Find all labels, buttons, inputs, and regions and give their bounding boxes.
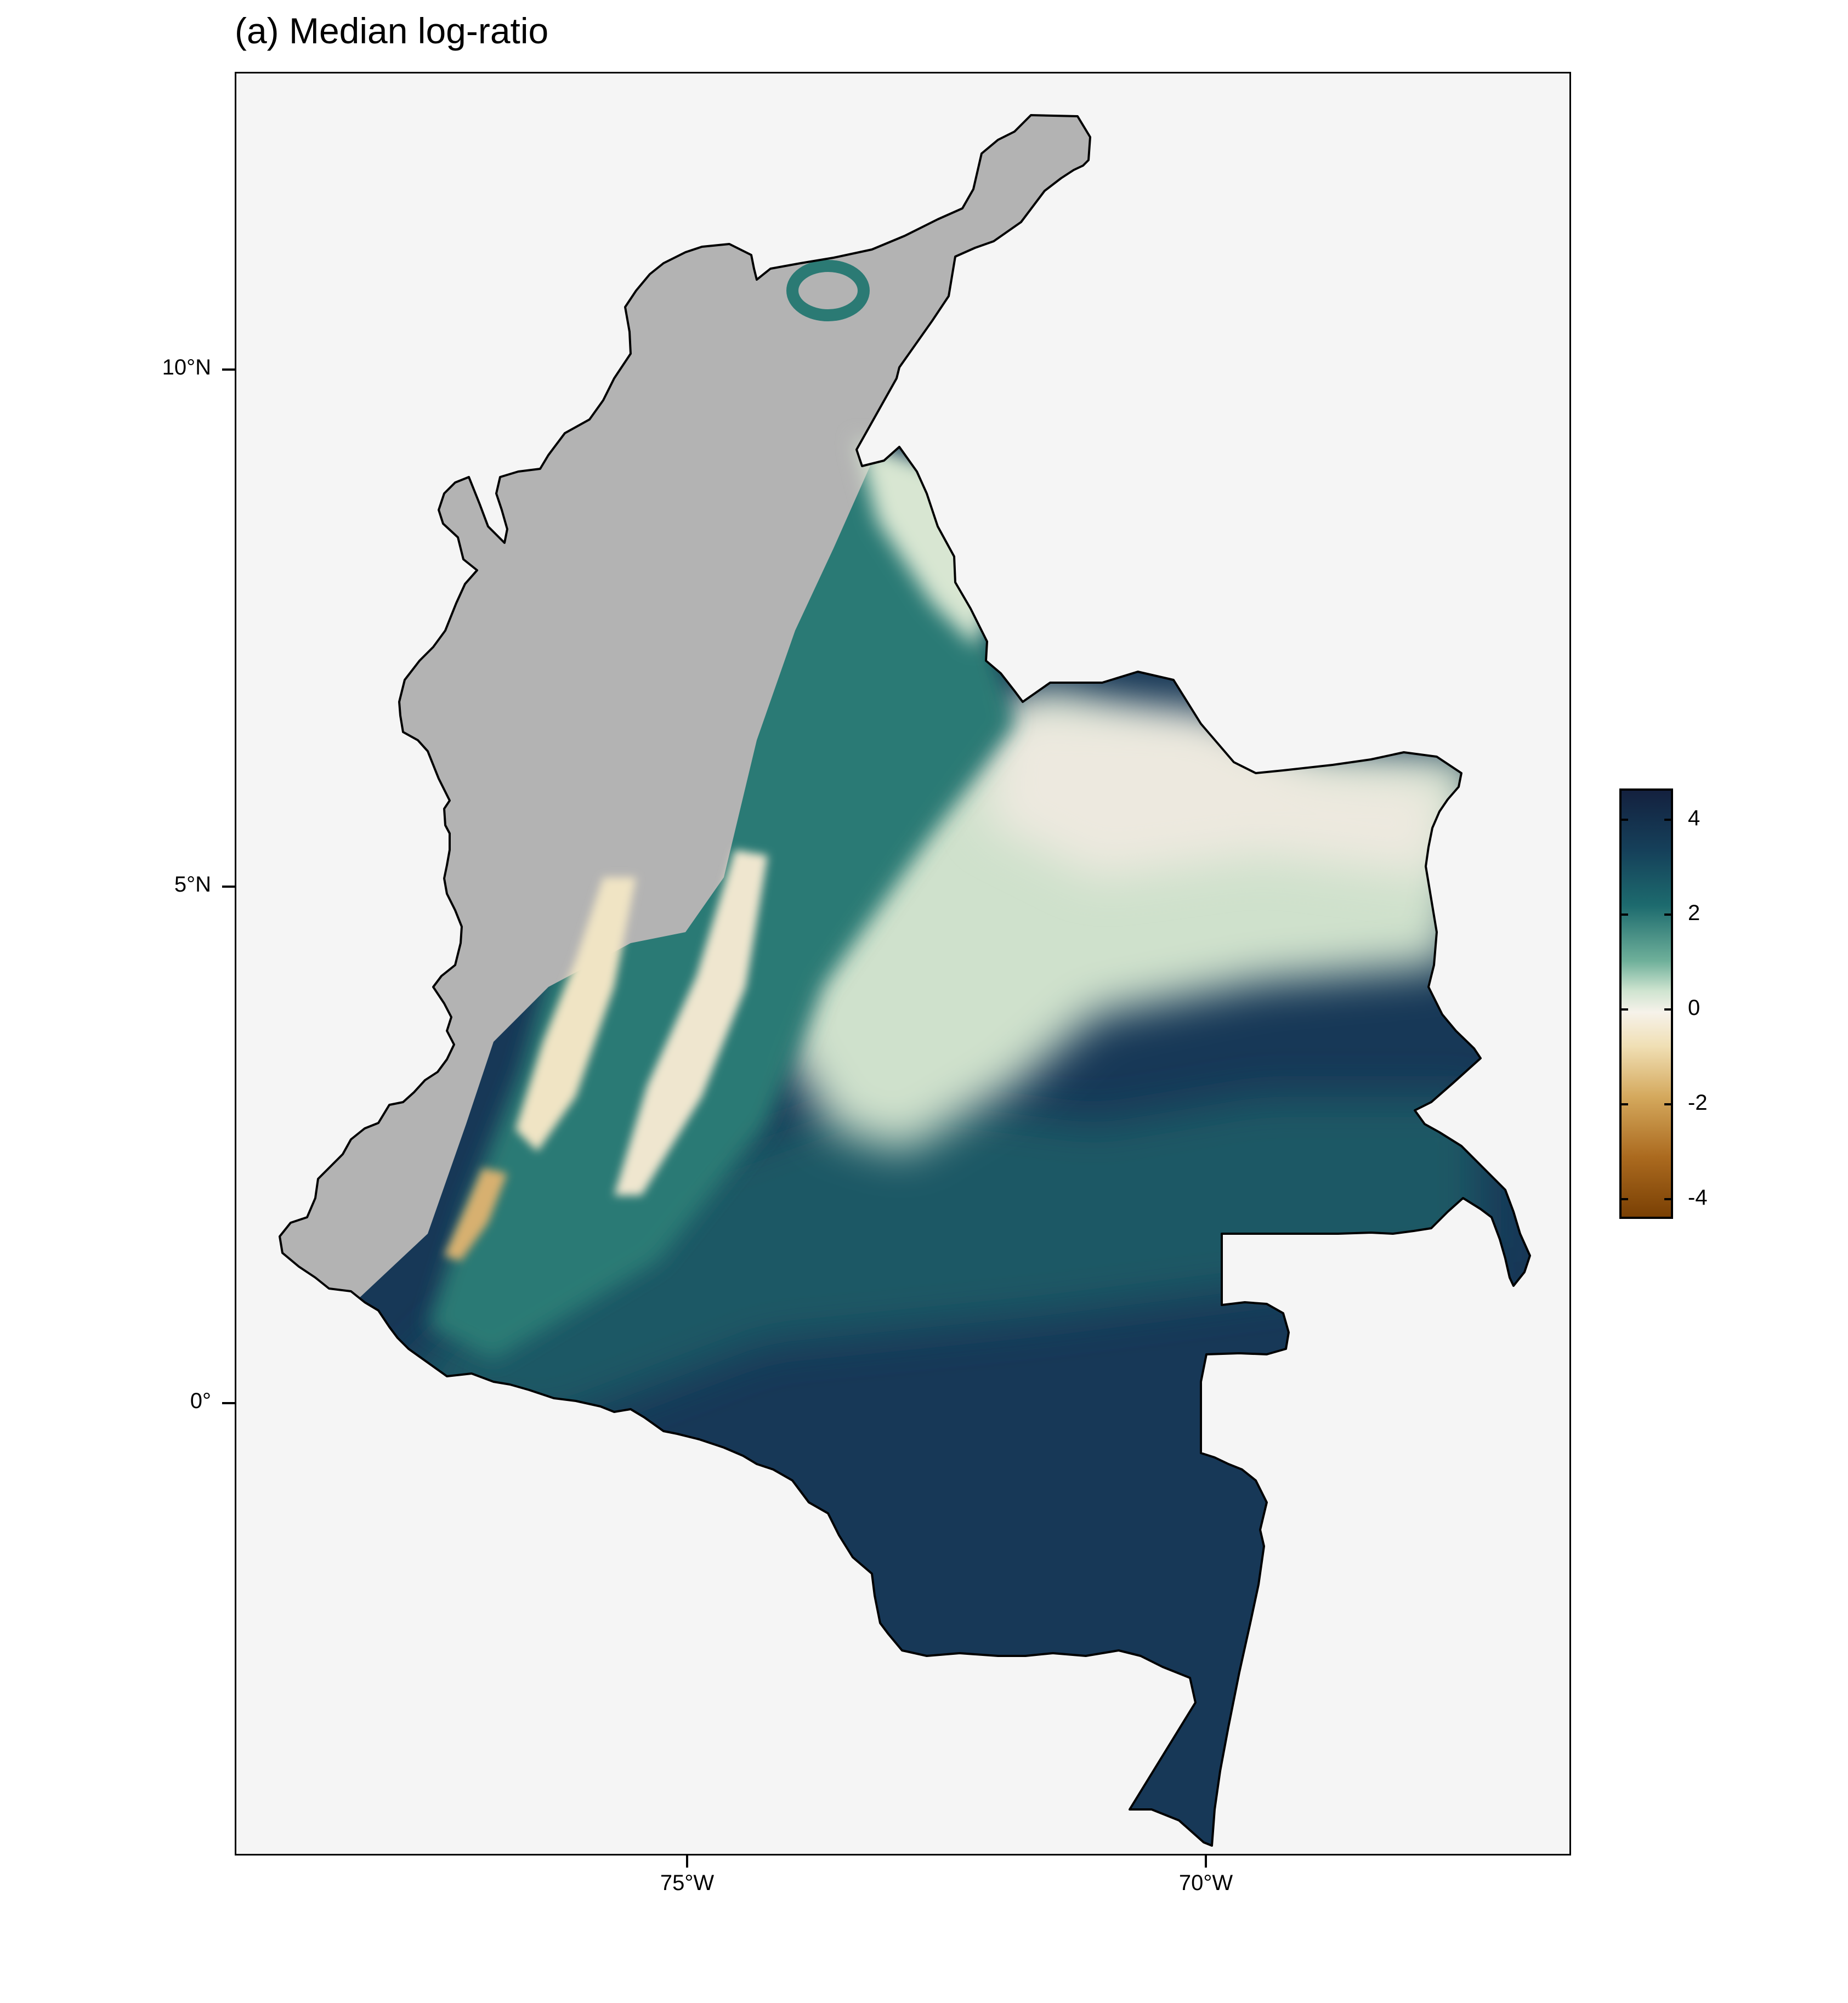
legend-label-neg4: -4 bbox=[1688, 1185, 1708, 1210]
ytick-10N bbox=[222, 368, 235, 371]
ytick-label-0: 0° bbox=[190, 1389, 211, 1413]
xtick-label-75W: 75°W bbox=[660, 1871, 715, 1895]
raster-sierra-nevada bbox=[786, 260, 870, 321]
legend-label-2: 2 bbox=[1688, 901, 1700, 925]
raster-cauca-valley bbox=[515, 877, 636, 1151]
axis-ticks bbox=[222, 368, 1207, 1868]
ytick-5N bbox=[222, 886, 235, 888]
xtick-70W bbox=[1205, 1856, 1207, 1868]
ytick-label-10N: 10°N bbox=[162, 355, 211, 379]
raster-patia-valley bbox=[444, 1168, 507, 1261]
legend-label-neg2: -2 bbox=[1688, 1091, 1708, 1115]
legend-colorbar bbox=[1619, 788, 1673, 1219]
raster-magdalena-valley bbox=[614, 850, 768, 1195]
country-outline bbox=[279, 114, 1531, 1847]
legend-label-4: 4 bbox=[1688, 806, 1700, 830]
figure-title: (a) Median log-ratio bbox=[235, 10, 549, 51]
xtick-label-70W: 70°W bbox=[1178, 1871, 1233, 1895]
raster-near-zero bbox=[987, 707, 1448, 877]
xtick-75W bbox=[686, 1856, 688, 1868]
legend-label-0: 0 bbox=[1688, 996, 1700, 1020]
raster-foothills bbox=[855, 439, 993, 647]
ytick-label-5N: 5°N bbox=[174, 872, 211, 896]
ytick-0 bbox=[222, 1402, 235, 1404]
